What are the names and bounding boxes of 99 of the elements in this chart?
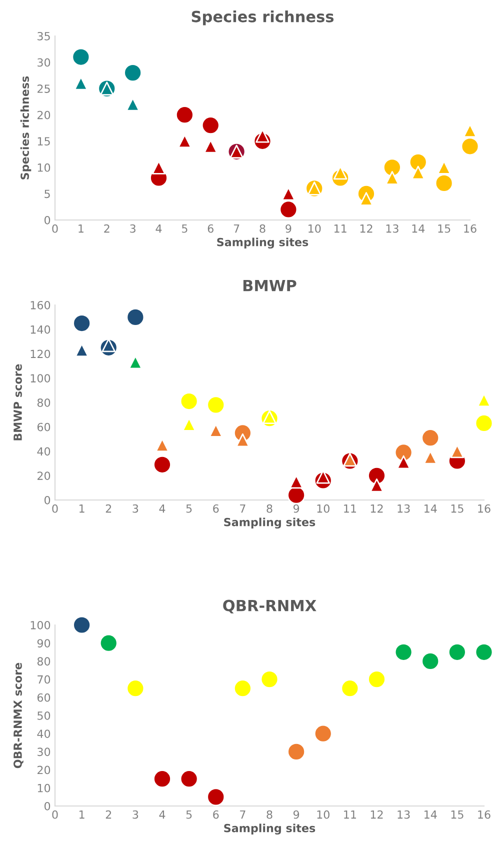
y-tick-label: 120 [30, 350, 50, 358]
point [385, 171, 400, 185]
y-tick-label: 20 [38, 472, 50, 480]
y-tick-label: 160 [30, 300, 50, 310]
x-tick-label: 1 [80, 810, 84, 819]
y-tick-label: 60 [37, 422, 50, 432]
x-tick-label: 9 [286, 224, 292, 233]
x-tick-label: 5 [186, 504, 192, 513]
point [343, 452, 357, 467]
x-tick-label: 10 [317, 504, 330, 513]
x-tick-label: 11 [334, 224, 346, 233]
x-tick-label: 16 [464, 224, 476, 233]
x-tick-label: 11 [344, 504, 356, 513]
x-tick-label: 7 [240, 504, 246, 513]
y-tick-label: 10 [38, 784, 50, 792]
y-tick-label: 90 [37, 639, 50, 648]
x-tick-label: 8 [266, 504, 272, 513]
point [102, 338, 116, 352]
point [208, 424, 223, 438]
x-tick-label: 15 [451, 810, 464, 819]
x-tick-label: 0 [52, 224, 58, 233]
x-tick-label: 2 [106, 810, 112, 819]
y-tick-label: 30 [38, 748, 50, 756]
x-tick-label: 3 [132, 504, 138, 513]
x-tick-label: 15 [438, 224, 450, 233]
y-tick-label: 80 [37, 398, 50, 407]
x-tick-label: 8 [260, 224, 266, 233]
chart-title: Species richness [192, 10, 334, 26]
y-tick-label: 0 [44, 496, 50, 504]
x-tick-label: 11 [344, 810, 356, 819]
y-tick-label: 40 [37, 730, 50, 738]
y-tick-label: 35 [38, 32, 50, 40]
y-tick-label: 10 [38, 163, 50, 172]
y-tick-label: 80 [37, 657, 50, 666]
point [182, 418, 196, 432]
y-tick-label: 20 [38, 110, 50, 120]
y-tick-label: 15 [38, 137, 50, 146]
x-tick-label: 2 [106, 504, 112, 513]
point [411, 166, 426, 180]
x-tick-label: 1 [80, 504, 84, 513]
point [236, 433, 250, 448]
x-tick-label: 10 [308, 224, 321, 233]
y-tick-label: 0 [44, 802, 50, 810]
x-tick-label: 12 [360, 224, 372, 233]
x-tick-label: 13 [386, 224, 398, 233]
y-tick-label: 30 [38, 58, 50, 67]
y-axis-title: Species richness [20, 76, 32, 180]
chart-title: BMWP [243, 280, 296, 292]
y-axis-title: BMWP score [14, 364, 22, 440]
x-tick-label: 15 [451, 504, 464, 513]
y-tick-label: 140 [30, 325, 50, 334]
x-tick-label: 16 [478, 504, 490, 513]
x-tick-label: 16 [478, 810, 490, 819]
x-axis-title: Sampling sites [217, 238, 308, 249]
x-tick-label: 6 [213, 810, 219, 819]
x-tick-label: 12 [370, 504, 383, 513]
point [152, 160, 166, 174]
x-tick-label: 0 [52, 504, 58, 513]
x-tick-label: 14 [412, 224, 425, 233]
y-tick-label: 50 [38, 711, 50, 720]
x-tick-label: 14 [424, 504, 437, 513]
point [359, 192, 374, 206]
point [437, 160, 451, 174]
x-tick-label: 13 [398, 810, 410, 819]
x-tick-label: 0 [52, 810, 58, 819]
x-tick-label: 1 [78, 224, 84, 233]
y-axis-title: QBR-RNMX score [14, 662, 24, 768]
y-tick-label: 100 [30, 620, 50, 630]
x-tick-label: 4 [159, 810, 166, 819]
y-tick-label: 20 [38, 766, 50, 774]
y-tick-label: 100 [30, 374, 50, 383]
x-tick-label: 13 [398, 504, 410, 513]
x-tick-label: 6 [213, 504, 219, 513]
x-axis-title: Sampling sites [224, 824, 316, 835]
x-tick-label: 6 [208, 224, 214, 233]
x-tick-label: 5 [186, 810, 192, 819]
x-tick-label: 8 [266, 810, 272, 819]
x-tick-label: 10 [317, 810, 330, 819]
x-tick-label: 9 [293, 504, 300, 513]
y-tick-label: 5 [44, 190, 50, 198]
x-tick-label: 4 [156, 224, 162, 233]
y-tick-label: 40 [37, 447, 50, 456]
y-tick-label: 70 [38, 675, 50, 684]
chart-title: QBR-RNMX [223, 600, 316, 614]
x-axis-title: Sampling sites [224, 518, 316, 529]
x-tick-label: 2 [104, 224, 110, 233]
x-tick-label: 12 [370, 810, 383, 819]
x-tick-label: 7 [234, 224, 240, 233]
y-tick-label: 25 [38, 84, 50, 93]
point [262, 410, 276, 424]
x-tick-label: 5 [182, 224, 188, 233]
x-tick-label: 14 [424, 810, 437, 819]
x-tick-label: 7 [240, 810, 246, 819]
x-tick-label: 4 [159, 504, 166, 513]
y-tick-label: 0 [44, 216, 50, 224]
y-tick-label: 60 [37, 693, 50, 702]
x-tick-label: 9 [293, 810, 300, 819]
x-tick-label: 3 [130, 224, 136, 233]
x-tick-label: 3 [132, 810, 138, 819]
